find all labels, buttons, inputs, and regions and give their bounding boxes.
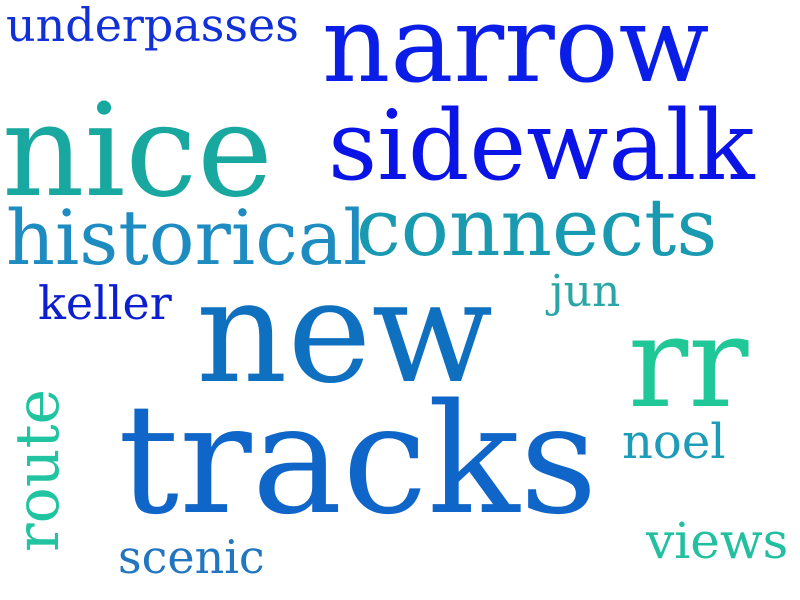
word-new: new	[196, 250, 494, 415]
word-connects: connects	[356, 181, 718, 274]
word-noel: noel	[622, 414, 726, 470]
word-keller: keller	[38, 276, 172, 330]
word-route: route	[3, 388, 73, 552]
word-sidewalk: sidewalk	[328, 90, 755, 202]
word-rr: rr	[628, 289, 749, 436]
word-narrow: narrow	[322, 0, 710, 106]
word-tracks: tracks	[118, 371, 598, 548]
word-historical: historical	[6, 193, 368, 282]
word-views: views	[646, 512, 789, 570]
word-underpasses: underpasses	[6, 0, 299, 52]
word-nice: nice	[2, 77, 273, 226]
word-scenic: scenic	[118, 530, 265, 584]
word-jun: jun	[550, 266, 621, 317]
